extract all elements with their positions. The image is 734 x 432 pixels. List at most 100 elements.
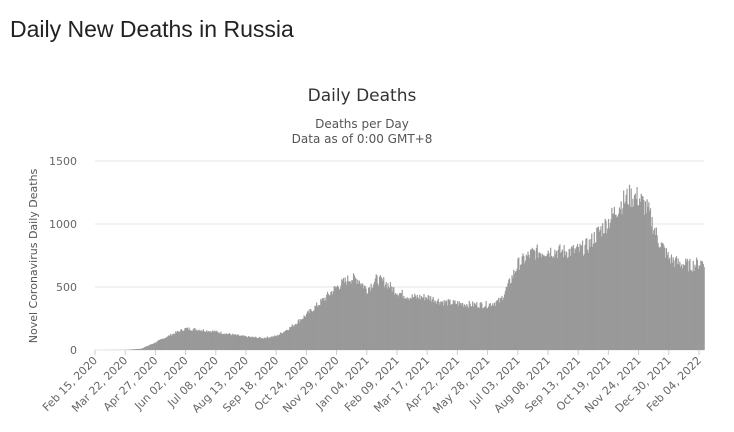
bar — [419, 294, 421, 350]
bar — [531, 247, 533, 350]
bar — [219, 333, 221, 350]
bar — [258, 337, 260, 350]
bar — [472, 301, 474, 350]
bar — [223, 333, 225, 350]
bar — [508, 278, 511, 350]
bar — [441, 302, 443, 350]
bar — [194, 328, 196, 350]
bar — [593, 232, 595, 350]
bar — [432, 296, 434, 350]
bar — [229, 334, 231, 350]
bar — [427, 294, 429, 350]
bar — [521, 256, 523, 350]
bars — [96, 184, 705, 350]
bar — [337, 285, 339, 350]
bar — [616, 217, 618, 350]
bar — [510, 282, 512, 350]
bar — [615, 214, 617, 350]
bar — [178, 331, 180, 350]
bar — [132, 349, 134, 350]
bar — [404, 298, 407, 350]
bar — [547, 250, 549, 350]
bar — [436, 300, 439, 350]
bar — [195, 330, 197, 350]
bar — [321, 298, 324, 350]
bar — [233, 334, 236, 350]
bar — [340, 285, 342, 350]
bar — [292, 326, 294, 350]
bar — [649, 208, 652, 350]
bar — [317, 305, 319, 350]
bar — [462, 306, 465, 350]
bar — [222, 334, 224, 350]
bar — [533, 249, 535, 350]
bar — [597, 227, 599, 350]
bar — [703, 267, 705, 350]
bar — [673, 260, 675, 350]
bar — [373, 282, 376, 350]
bar — [637, 205, 639, 350]
bar — [343, 282, 345, 350]
bar — [295, 323, 297, 350]
bar — [592, 246, 594, 350]
bar — [543, 255, 545, 350]
bar — [607, 228, 609, 350]
bar — [373, 284, 375, 350]
bar — [535, 247, 537, 350]
bar — [139, 348, 142, 350]
bar — [686, 259, 688, 350]
bar — [701, 261, 703, 350]
bar — [368, 287, 371, 350]
bar — [396, 293, 398, 350]
bar — [442, 305, 444, 350]
bar — [356, 284, 358, 350]
bar — [484, 306, 486, 350]
bar — [654, 227, 656, 350]
bar — [573, 253, 575, 350]
bar — [238, 335, 241, 350]
bar — [426, 299, 428, 350]
bar — [297, 320, 299, 350]
bar — [667, 252, 669, 350]
bar — [627, 204, 629, 350]
bar — [502, 300, 504, 350]
bar — [482, 308, 485, 350]
bar — [685, 261, 688, 350]
bar — [642, 196, 644, 350]
bar — [347, 275, 349, 350]
bar — [247, 337, 249, 350]
bar — [431, 299, 433, 350]
bar — [153, 343, 155, 350]
bar — [140, 348, 142, 350]
bar — [264, 337, 266, 350]
bar — [345, 281, 347, 350]
bar — [205, 332, 207, 350]
bar — [245, 336, 247, 350]
bar — [586, 249, 589, 350]
bar — [369, 290, 371, 350]
bar — [378, 276, 381, 350]
bar — [487, 308, 489, 350]
bar — [242, 335, 244, 350]
bar — [632, 198, 634, 350]
chart-subtitle-line-1: Deaths per Day — [315, 117, 409, 131]
bar — [226, 333, 228, 350]
bar — [576, 246, 578, 350]
bar — [538, 252, 540, 350]
bar — [177, 331, 179, 350]
bar — [316, 302, 318, 350]
bar — [605, 220, 607, 350]
bar — [137, 348, 139, 350]
bar — [622, 208, 624, 350]
bar — [532, 249, 534, 350]
bar — [567, 257, 569, 350]
bar — [196, 331, 199, 350]
bar — [316, 306, 319, 350]
bar — [698, 265, 700, 350]
bar — [355, 278, 357, 350]
bar — [583, 254, 585, 350]
bar — [477, 307, 480, 350]
bar — [550, 247, 552, 350]
bar — [555, 251, 558, 350]
bar — [151, 343, 153, 350]
